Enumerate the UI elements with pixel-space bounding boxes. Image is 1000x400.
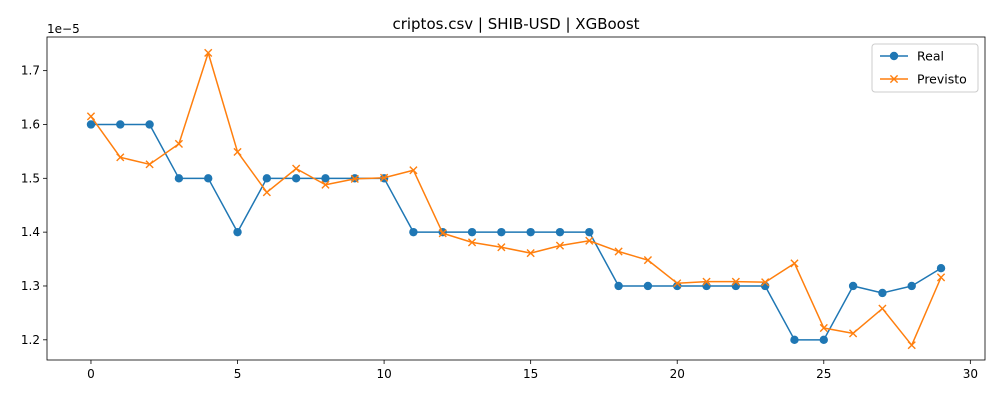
data-point [936,273,946,282]
data-point [116,153,125,162]
data-point [467,238,477,247]
data-point [555,227,565,237]
data-point [585,236,594,245]
y-tick-label: 1.3 [21,279,40,293]
y-offset-label: 1e−5 [47,22,80,36]
data-point [409,166,418,175]
x-tick-label: 20 [670,367,685,381]
legend-item-real: Real [880,49,944,64]
y-tick-label: 1.7 [21,64,40,78]
series-previsto [86,48,946,350]
data-point [761,278,770,287]
series-line [90,52,942,346]
data-point [116,120,125,129]
data-point [233,227,242,237]
data-point [174,174,184,183]
data-point [878,304,887,313]
series-layer [86,48,946,350]
data-point [878,288,887,298]
data-point [673,279,682,288]
series-line [90,123,942,341]
y-tick-label: 1.4 [21,225,40,239]
data-point [467,227,477,237]
data-point [848,329,858,338]
data-point [555,241,565,250]
data-point [790,335,799,345]
legend: Real Previsto [871,43,979,93]
data-point [379,173,389,182]
x-tick-label: 15 [523,367,538,381]
data-point [731,277,740,286]
chart-title: criptos.csv | SHIB-USD | XGBoost [392,15,639,33]
data-point [262,174,272,183]
data-point [907,281,916,291]
data-point [497,227,506,237]
data-point [819,335,828,345]
plot-frame [46,36,986,361]
data-point [291,174,301,183]
data-point [145,120,154,129]
x-tick-label: 25 [816,367,831,381]
data-point [526,227,535,237]
data-point [526,249,535,258]
x-tick-label: 0 [87,367,95,381]
data-point [497,243,506,252]
data-point [204,174,213,183]
data-point [292,164,301,173]
data-point [409,227,418,237]
data-point [204,48,213,57]
data-point [233,147,242,157]
y-tick-label: 1.2 [21,333,40,347]
x-tick-label: 30 [963,367,978,381]
legend-label: Previsto [917,72,967,87]
data-point [643,256,653,265]
data-point [262,188,271,197]
legend-item-previsto: Previsto [880,72,967,87]
data-point [819,323,828,333]
data-point [936,264,946,273]
data-point [702,281,711,291]
data-point [731,281,741,291]
data-point [614,247,623,256]
data-point [790,259,799,268]
data-point [438,229,447,238]
data-point [145,160,154,169]
data-point [321,174,330,183]
data-point [585,227,594,237]
data-point [350,174,359,183]
series-real [86,120,946,345]
x-tick-label: 10 [376,367,391,381]
data-point [321,180,330,189]
legend-label: Real [917,49,944,64]
x-tick-label: 5 [234,367,242,381]
legend-marker [889,51,899,61]
data-point [848,281,858,291]
legend-marker [889,74,899,84]
data-point [174,139,184,148]
data-point [907,341,916,350]
axes: 0 5 10 15 20 25 30 1.2 1.3 1.4 1.5 1.6 1.7 [21,36,986,381]
data-point [86,112,96,121]
data-point [614,281,623,291]
data-point [643,281,653,291]
data-point [702,277,711,286]
y-tick-label: 1.5 [21,171,40,185]
y-tick-label: 1.6 [21,117,40,131]
data-point [86,120,96,129]
